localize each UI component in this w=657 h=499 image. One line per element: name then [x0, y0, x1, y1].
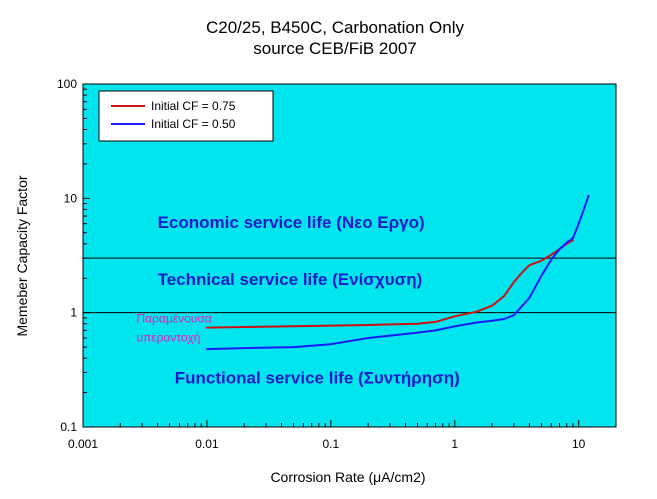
y-tick-label: 1 — [70, 306, 77, 320]
x-tick-label: 1 — [451, 437, 458, 451]
x-tick-label: 0.1 — [323, 437, 340, 451]
x-tick-label: 0.001 — [68, 437, 98, 451]
x-tick-label: 0.01 — [195, 437, 219, 451]
legend-label: Initial CF = 0.50 — [151, 117, 236, 131]
zone-label: Technical service life (Ενίσχυση) — [158, 270, 423, 289]
x-tick-label: 10 — [572, 437, 586, 451]
chart-subtitle: source CEB/FiB 2007 — [253, 39, 416, 58]
y-axis-label: Memeber Capacity Factor — [14, 175, 30, 336]
zone-label: Economic service life (Νεο Εργο) — [158, 213, 425, 232]
annotation-text: Παραμένουσα υπεραντοχή — [136, 312, 211, 345]
plot-frame — [82, 83, 617, 428]
y-tick-label: 100 — [57, 77, 77, 91]
legend-box — [98, 90, 274, 142]
series-line-2 — [205, 194, 590, 351]
chart-title: C20/25, B450C, Carbonation Only — [206, 18, 464, 37]
legend: Initial CF = 0.75 Initial CF = 0.50 — [98, 90, 274, 142]
zone-label: Functional service life (Συντήρηση) — [175, 369, 460, 388]
x-axis-label: Corrosion Rate (μA/cm2) — [270, 469, 425, 485]
y-tick-label: 0.1 — [60, 420, 77, 434]
legend-label: Initial CF = 0.75 — [151, 99, 236, 113]
y-tick-label: 10 — [64, 191, 78, 205]
series-line-1 — [205, 239, 574, 329]
